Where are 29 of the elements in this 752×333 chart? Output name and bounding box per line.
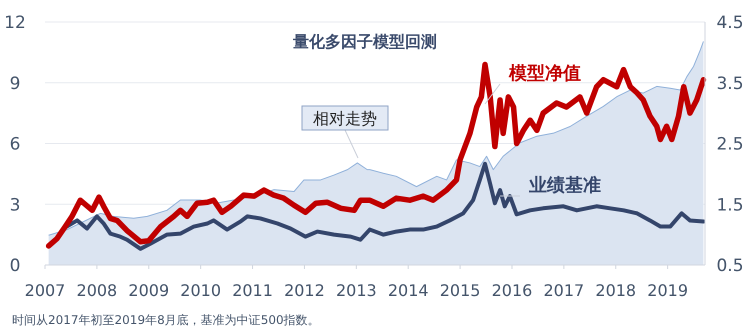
series-label: 业绩基准 (528, 175, 601, 196)
y2-tick-label: 1.5 (716, 195, 744, 216)
x-tick-label: 2013 (336, 281, 377, 300)
y2-tick-label: 2.5 (716, 134, 744, 154)
x-tick-label: 2008 (76, 281, 118, 300)
x-tick-label: 2015 (440, 281, 480, 300)
x-tick-label: 2011 (232, 281, 273, 300)
x-tick-label: 2007 (24, 281, 66, 300)
text: 量化多因子模型回测 (292, 32, 437, 51)
x-tick-label: 2018 (595, 281, 636, 300)
x-tick-label: 2014 (388, 281, 429, 300)
y2-tick-label: 4.5 (716, 13, 744, 33)
text: 时间从2017年初至2019年8月底，基准为中证500指数。 (12, 313, 320, 327)
y-tick-label: 12 (4, 13, 26, 33)
x-tick-label: 2019 (647, 281, 688, 300)
text: 相对走势 (313, 109, 377, 128)
y-tick-label: 0 (10, 256, 20, 276)
x-tick-label: 2010 (180, 281, 222, 300)
y-tick-label: 6 (10, 134, 20, 154)
x-tick-label: 2012 (284, 281, 325, 300)
x-tick-label: 2009 (128, 281, 170, 300)
y-tick-label: 3 (10, 195, 20, 216)
y2-tick-label: 3.5 (716, 74, 744, 94)
x-tick-label: 2017 (544, 281, 584, 300)
y-tick-label: 9 (10, 74, 20, 94)
x-tick-label: 2016 (492, 281, 532, 300)
series-label: 模型净值 (508, 63, 581, 84)
line-series (64, 162, 706, 251)
y2-tick-label: 0.5 (716, 256, 744, 276)
